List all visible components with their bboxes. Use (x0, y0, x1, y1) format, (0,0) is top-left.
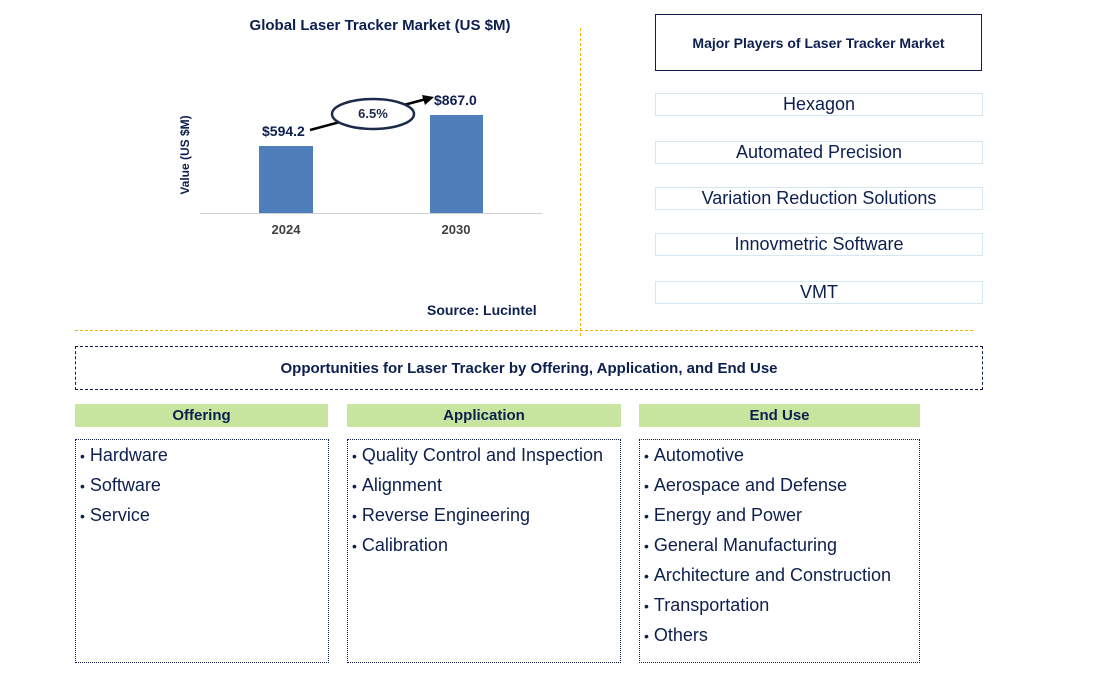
list-item: Energy and Power (640, 503, 919, 533)
offering-list: Hardware Software Service (75, 439, 329, 663)
list-item: Transportation (640, 593, 919, 623)
chart-title: Global Laser Tracker Market (US $M) (249, 17, 511, 34)
x-tick-2030: 2030 (441, 222, 471, 237)
cagr-arrow-icon (309, 95, 434, 132)
player-item: Innovmetric Software (655, 233, 983, 256)
bar-label-2024: $594.2 (262, 123, 305, 139)
x-axis-line (200, 213, 542, 214)
vertical-divider (580, 28, 581, 336)
opportunities-title: Opportunities for Laser Tracker by Offer… (75, 346, 983, 390)
list-item: Reverse Engineering (348, 503, 620, 533)
list-item: Calibration (348, 533, 620, 563)
list-item: Architecture and Construction (640, 563, 919, 593)
player-item: Automated Precision (655, 141, 983, 164)
list-item: Aerospace and Defense (640, 473, 919, 503)
player-item: Hexagon (655, 93, 983, 116)
end-use-list: Automotive Aerospace and Defense Energy … (639, 439, 920, 663)
list-item: Others (640, 623, 919, 653)
x-tick-2024: 2024 (271, 222, 301, 237)
list-item: Service (76, 503, 328, 533)
y-axis-label: Value (US $M) (170, 95, 200, 215)
list-item: Quality Control and Inspection (348, 443, 620, 473)
list-item: General Manufacturing (640, 533, 919, 563)
player-item: Variation Reduction Solutions (655, 187, 983, 210)
end-use-heading: End Use (639, 404, 920, 427)
y-axis-label-text: Value (US $M) (178, 115, 192, 195)
cagr-label: 6.5% (358, 106, 388, 121)
list-item: Alignment (348, 473, 620, 503)
bar-2030 (430, 115, 483, 213)
application-list: Quality Control and Inspection Alignment… (347, 439, 621, 663)
bar-label-2030: $867.0 (434, 92, 477, 108)
offering-heading: Offering (75, 404, 328, 427)
application-heading: Application (347, 404, 621, 427)
players-title: Major Players of Laser Tracker Market (655, 14, 982, 71)
source-label: Source: Lucintel (427, 302, 537, 318)
list-item: Automotive (640, 443, 919, 473)
player-item: VMT (655, 281, 983, 304)
list-item: Software (76, 473, 328, 503)
horizontal-divider (75, 330, 973, 331)
bar-2024 (259, 146, 313, 213)
list-item: Hardware (76, 443, 328, 473)
